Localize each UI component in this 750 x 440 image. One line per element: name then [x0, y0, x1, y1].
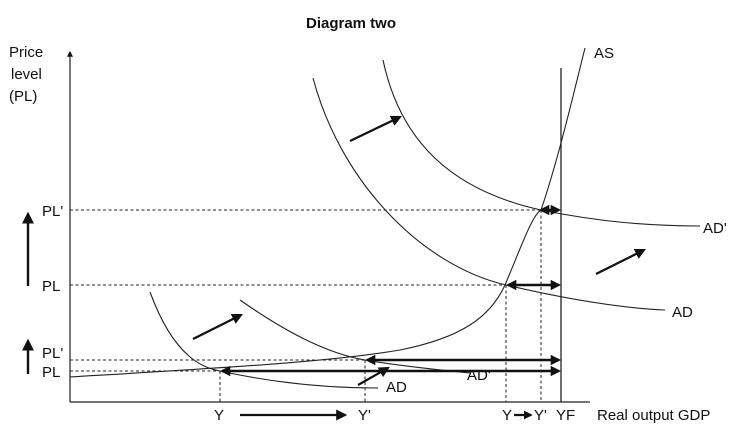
- pl-lower-label: PL: [42, 364, 60, 381]
- ad-lower-label: AD: [386, 379, 407, 396]
- yf-label: YF: [556, 407, 575, 424]
- as-curve: [69, 47, 586, 378]
- ad-prime-upper-label: AD': [703, 220, 727, 237]
- x-axis-label: Real output GDP: [597, 407, 710, 424]
- y-prime-right-label: Y': [534, 407, 547, 424]
- pl-prime-lower-label: PL': [42, 345, 63, 362]
- y-right-label: Y: [502, 407, 512, 424]
- pl-prime-upper-label: PL': [42, 203, 63, 220]
- ad-prime-upper-curve: [382, 59, 701, 227]
- ad-lower-curve: [149, 291, 379, 389]
- shift-arrow-lower-left: [192, 314, 243, 340]
- ad-upper-curve: [312, 77, 666, 311]
- shift-arrow-lower-small: [357, 366, 390, 386]
- shift-arrow-upper: [349, 115, 402, 142]
- diagram-title: Diagram two: [306, 15, 396, 32]
- y-axis-label-line-2: level: [11, 66, 42, 83]
- shift-arrow-right: [595, 249, 646, 275]
- ad-upper-label: AD: [672, 304, 693, 321]
- ad-prime-lower-label: AD': [467, 367, 491, 384]
- as-label: AS: [594, 45, 614, 62]
- y-axis-label-line-1: Price: [9, 44, 43, 61]
- y-left-label: Y: [214, 407, 224, 424]
- pl-upper-label: PL: [42, 278, 60, 295]
- y-axis-label-line-3: (PL): [9, 88, 37, 105]
- ad-prime-lower-curve: [239, 299, 471, 374]
- y-prime-left-label: Y': [358, 407, 371, 424]
